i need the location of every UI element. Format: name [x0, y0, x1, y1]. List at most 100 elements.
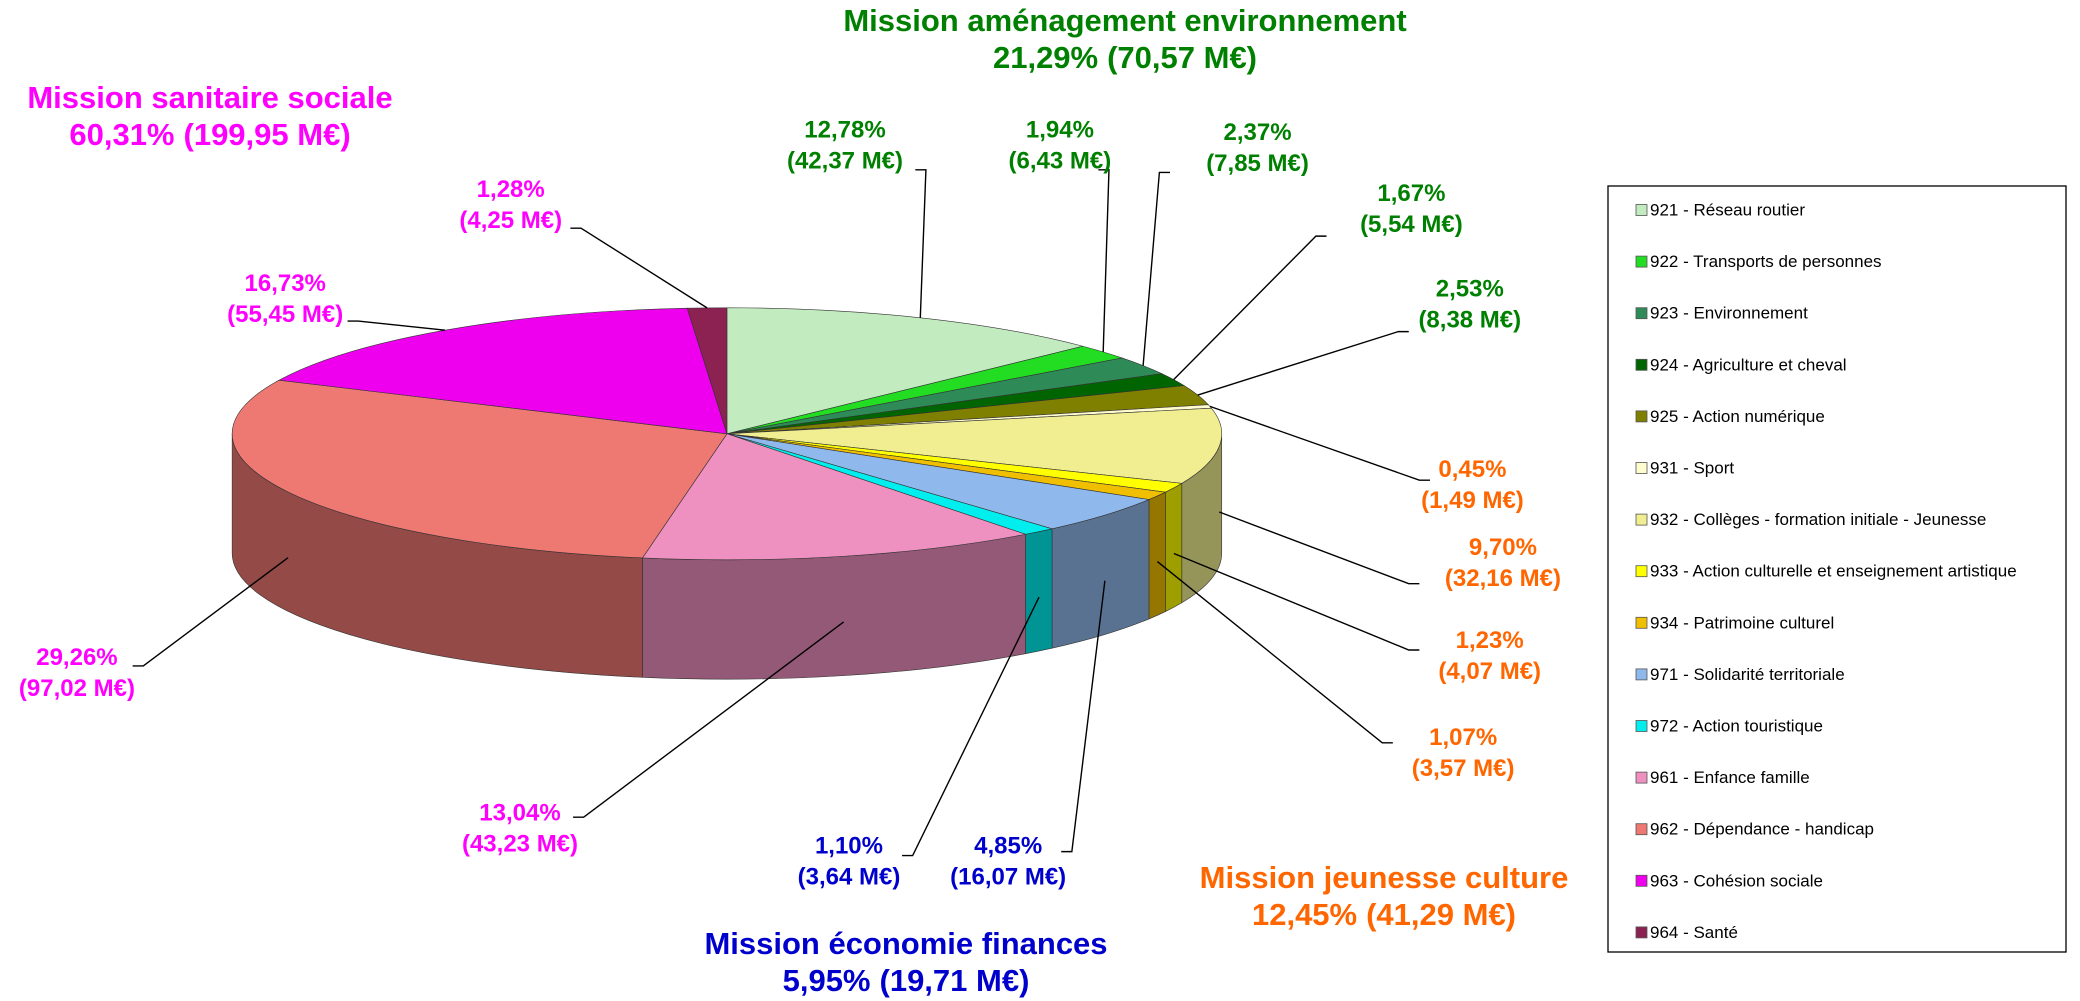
slice-percent-label: 4,85% [974, 833, 1042, 860]
legend-swatch [1635, 720, 1648, 732]
legend-swatch [1635, 823, 1648, 836]
slice-amount-label: (4,07 M€) [1438, 658, 1541, 685]
leader-line [570, 227, 708, 309]
legend-box [1607, 185, 2067, 953]
pie-slice [641, 433, 1027, 561]
legend-label: 923 - Environnement [1650, 304, 1808, 323]
group-percent: 5,95% [783, 963, 871, 998]
slice-percent-label: 1,07% [1429, 724, 1497, 751]
leader-line [347, 320, 446, 331]
leader-line [1219, 511, 1420, 585]
slice-amount-label: (3,57 M€) [1412, 755, 1515, 782]
legend-label: 925 - Action numérique [1650, 407, 1825, 426]
legend-label: 924 - Agriculture et cheval [1650, 355, 1847, 374]
legend-swatch [1635, 410, 1648, 423]
leader-line [1061, 580, 1106, 853]
leader-line [1156, 561, 1393, 744]
legend-label: 971 - Solidarité territoriale [1650, 665, 1845, 684]
slice-percent-label: 16,73% [245, 270, 326, 297]
legend-swatch [1635, 255, 1648, 268]
slice-percent-label: 2,37% [1224, 119, 1292, 146]
slice-amount-label: (16,07 M€) [950, 864, 1066, 891]
legend-label: 922 - Transports de personnes [1650, 252, 1882, 271]
slice-percent-label: 13,04% [479, 799, 560, 826]
pie-slice [726, 407, 1223, 484]
legend-label: 964 - Santé [1650, 923, 1738, 942]
legend-swatch [1635, 204, 1648, 216]
slice-amount-label: (42,37 M€) [787, 147, 903, 174]
pie-slice [278, 307, 728, 435]
pie-slice [686, 307, 728, 434]
pie-slice [726, 433, 1151, 530]
slice-amount-label: (55,45 M€) [227, 301, 343, 328]
leader-line [902, 596, 1040, 857]
slice-amount-label: (5,54 M€) [1360, 211, 1463, 238]
slice-amount-label: (6,43 M€) [1009, 147, 1112, 174]
slice-percent-label: 1,10% [815, 833, 883, 860]
slice-amount-label: (97,02 M€) [19, 675, 135, 702]
legend-label: 932 - Collèges - formation initiale - Je… [1650, 510, 1986, 529]
leader-line [1197, 330, 1409, 396]
leader-line [1173, 552, 1420, 651]
pie-slice [726, 307, 1083, 435]
leader-line [1098, 169, 1110, 352]
group-summary: 60,31% (199,95 M€) [69, 117, 350, 152]
legend-swatch [1635, 565, 1648, 578]
slice-percent-label: 12,78% [804, 116, 885, 143]
legend-label: 962 - Dépendance - handicap [1650, 820, 1874, 839]
group-percent: 12,45% [1252, 897, 1357, 932]
slice-amount-label: (3,64 M€) [798, 864, 901, 891]
legend-swatch [1635, 874, 1648, 887]
slice-amount-label: (4,25 M€) [459, 207, 562, 234]
group-title: Mission jeunesse culture [1200, 860, 1569, 895]
leader-line [1173, 235, 1327, 381]
slice-amount-label: (7,85 M€) [1206, 150, 1309, 177]
group-title: Mission aménagement environnement [843, 3, 1406, 38]
group-summary: 5,95% (19,71 M€) [783, 963, 1030, 998]
slice-percent-label: 1,94% [1026, 116, 1094, 143]
legend-label: 972 - Action touristique [1650, 716, 1823, 735]
legend-label: 961 - Enfance famille [1650, 768, 1810, 787]
slice-amount-label: (8,38 M€) [1418, 306, 1521, 333]
slice-amount-label: (32,16 M€) [1445, 565, 1561, 592]
leader-line [915, 169, 927, 318]
pie-side [1025, 528, 1053, 655]
group-title: Mission économie finances [704, 926, 1107, 961]
group-title: Mission sanitaire sociale [27, 80, 392, 115]
legend-label: 933 - Action culturelle et enseignement … [1650, 562, 2017, 581]
legend-swatch [1635, 358, 1648, 371]
slice-percent-label: 2,53% [1436, 275, 1504, 302]
leader-line [1142, 171, 1170, 366]
slice-percent-label: 1,23% [1456, 627, 1524, 654]
group-summary: 12,45% (41,29 M€) [1252, 897, 1516, 932]
group-amount: (199,95 M€) [184, 117, 351, 152]
group-percent: 21,29% [993, 40, 1098, 75]
legend-label: 963 - Cohésion sociale [1650, 871, 1823, 890]
leader-line [1209, 405, 1430, 481]
slice-percent-label: 0,45% [1438, 456, 1506, 483]
group-percent: 60,31% [69, 117, 174, 152]
group-amount: (41,29 M€) [1366, 897, 1516, 932]
group-summary: 21,29% (70,57 M€) [993, 40, 1257, 75]
legend-swatch [1635, 926, 1648, 939]
leader-line [132, 557, 289, 667]
pie-slice [231, 379, 728, 559]
group-amount: (70,57 M€) [1107, 40, 1257, 75]
legend-swatch [1635, 513, 1648, 526]
legend-label: 934 - Patrimoine culturel [1650, 613, 1834, 632]
legend-swatch [1635, 771, 1648, 784]
slice-amount-label: (43,23 M€) [462, 830, 578, 857]
legend-label: 931 - Sport [1650, 458, 1734, 477]
pie-side [1165, 482, 1183, 613]
slice-percent-label: 9,70% [1469, 534, 1537, 561]
legend-swatch [1635, 616, 1648, 629]
legend-label: 921 - Réseau routier [1650, 200, 1805, 219]
legend-swatch [1635, 668, 1648, 681]
legend-swatch [1635, 307, 1648, 320]
slice-percent-label: 29,26% [36, 644, 117, 671]
slice-amount-label: (1,49 M€) [1421, 487, 1524, 514]
slice-percent-label: 1,28% [477, 176, 545, 203]
pie-side [1148, 491, 1166, 620]
